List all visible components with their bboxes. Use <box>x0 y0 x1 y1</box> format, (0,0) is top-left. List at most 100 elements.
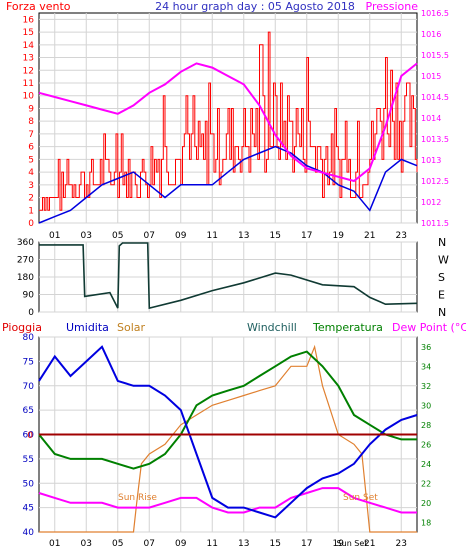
x-tick-label: 15 <box>270 539 281 549</box>
direction-tick-label: 270 <box>17 256 34 266</box>
wind-avg-line <box>38 145 418 224</box>
left-tick-label: 10 <box>23 92 35 102</box>
solar-line <box>39 344 417 533</box>
sun-set-x-label: Sun Set <box>337 539 368 548</box>
compass-label: W <box>438 254 449 267</box>
right-tick-label: 24 <box>421 460 431 469</box>
wind-gust-line <box>39 31 418 211</box>
x-tick-label: 11 <box>207 539 218 549</box>
label-dewpoint: Dew Point (°C) <box>392 321 466 334</box>
right-tick-label: 22 <box>421 479 431 488</box>
left-tick-label: 16 <box>23 15 35 25</box>
left-tick-label: 50 <box>23 479 35 489</box>
compass-label: N <box>438 236 446 249</box>
dewpoint-line <box>38 487 417 514</box>
right-tick-label: 18 <box>421 518 431 527</box>
left-tick-label: 15 <box>23 28 34 38</box>
right-tick-label: 1014.5 <box>421 93 449 102</box>
x-tick-label: 01 <box>49 231 60 241</box>
x-tick-label: 17 <box>301 539 312 549</box>
right-tick-label: 1013 <box>421 156 441 165</box>
left-tick-label: 14 <box>23 41 35 51</box>
left-tick-label: 1 <box>28 206 34 216</box>
right-tick-label: 20 <box>421 499 431 508</box>
left-tick-label: 75 <box>23 357 34 367</box>
x-tick-label: 09 <box>175 231 187 241</box>
left-tick-label: 11 <box>23 79 34 89</box>
right-tick-label: 1015 <box>421 72 441 81</box>
label-windchill: Windchill <box>247 321 297 334</box>
left-tick-label: 80 <box>23 333 35 343</box>
label-solar: Solar <box>117 321 146 334</box>
left-tick-label: 4 <box>28 168 34 178</box>
x-tick-label: 03 <box>81 231 92 241</box>
x-tick-label: 13 <box>238 231 249 241</box>
left-axis-label-wind: Forza vento <box>6 0 71 13</box>
right-tick-label: 26 <box>421 440 431 449</box>
right-tick-label: 34 <box>421 362 431 371</box>
humidity-line <box>38 345 418 519</box>
right-tick-label: 1016 <box>421 30 441 39</box>
left-tick-label: 7 <box>28 130 34 140</box>
right-tick-label: 30 <box>421 401 431 410</box>
right-tick-label: 36 <box>421 343 431 352</box>
x-tick-label: 19 <box>333 231 345 241</box>
x-tick-label: 05 <box>112 539 123 549</box>
right-tick-label: 1012 <box>421 198 441 207</box>
rain-zero-label: 0 <box>27 431 33 441</box>
direction-tick-label: 90 <box>23 291 35 301</box>
left-tick-label: 3 <box>28 181 34 191</box>
direction-tick-label: 0 <box>28 308 34 318</box>
x-tick-label: 23 <box>396 539 407 549</box>
compass-label: S <box>438 271 445 284</box>
temperature-line <box>38 350 417 470</box>
x-tick-label: 07 <box>144 539 155 549</box>
left-tick-label: 45 <box>23 504 34 514</box>
wind-gust-series <box>39 31 418 211</box>
label-humidity: Umidita <box>66 321 109 334</box>
wind-direction-line <box>39 242 418 310</box>
direction-tick-label: 360 <box>17 238 34 248</box>
right-tick-label: 1016.5 <box>421 9 449 18</box>
x-tick-label: 07 <box>144 231 155 241</box>
panel2-grid <box>39 241 417 313</box>
panel1-tick-labels: 0123456789101112131415161011.510121012.5… <box>23 9 449 241</box>
sun-rise-label: Sun Rise <box>118 493 157 503</box>
x-tick-label: 13 <box>238 539 249 549</box>
right-tick-label: 1013.5 <box>421 135 449 144</box>
right-tick-label: 1012.5 <box>421 177 449 186</box>
x-tick-label: 05 <box>112 231 123 241</box>
left-tick-label: 0 <box>28 219 34 229</box>
left-tick-label: 70 <box>23 382 35 392</box>
x-tick-label: 19 <box>333 539 345 549</box>
x-tick-label: 21 <box>364 539 375 549</box>
label-rain: Pioggia <box>2 321 42 334</box>
x-tick-label: 09 <box>175 539 187 549</box>
left-tick-label: 8 <box>28 117 34 127</box>
left-tick-label: 5 <box>28 155 34 165</box>
compass-label: E <box>438 289 445 302</box>
right-tick-label: 28 <box>421 421 431 430</box>
x-tick-label: 23 <box>396 231 407 241</box>
x-tick-label: 11 <box>207 231 218 241</box>
right-axis-label-pressure: Pressione <box>366 0 419 13</box>
right-tick-label: 1014 <box>421 114 441 123</box>
left-tick-label: 40 <box>23 528 35 538</box>
chart-title: 24 hour graph day : 05 Agosto 2018 <box>155 0 355 13</box>
left-tick-label: 60 <box>23 431 35 441</box>
direction-tick-label: 180 <box>17 273 34 283</box>
sun-set-label: Sun Set <box>343 493 378 503</box>
right-tick-label: 1015.5 <box>421 51 449 60</box>
x-tick-label: 15 <box>270 231 281 241</box>
compass-label: N <box>438 306 446 319</box>
right-tick-label: 1011.5 <box>421 219 449 228</box>
x-tick-label: 03 <box>81 539 92 549</box>
label-temperature: Temperatura <box>312 321 383 334</box>
x-tick-label: 01 <box>49 539 60 549</box>
panel3-tick-labels: 4045505560657075801820222426283032343601… <box>23 333 432 549</box>
x-tick-label: 17 <box>301 231 312 241</box>
left-tick-label: 2 <box>28 194 34 204</box>
